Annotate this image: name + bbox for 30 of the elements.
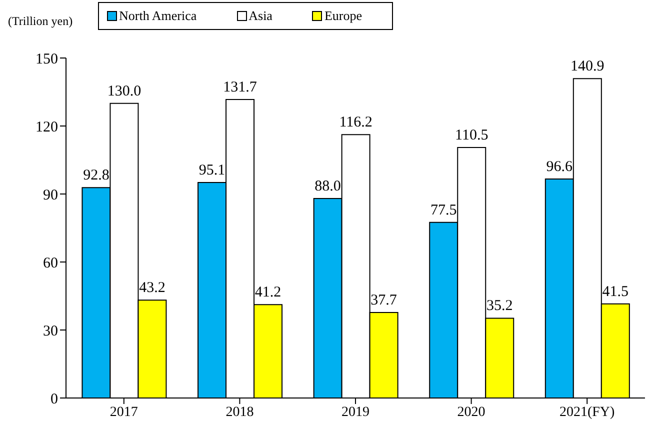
x-tick-label: 2018: [226, 404, 254, 420]
data-label: 131.7: [223, 79, 258, 96]
y-tick-label: 30: [43, 323, 58, 340]
legend-label: Europe: [323, 8, 362, 24]
data-label: 37.7: [370, 292, 398, 309]
y-tick-label: 90: [43, 187, 58, 204]
data-label: 130.0: [107, 83, 142, 100]
y-axis-title: (Trillion yen): [8, 14, 73, 29]
y-tick-label: 0: [50, 391, 58, 408]
y-tick-label: 60: [43, 255, 58, 272]
data-label: 95.1: [198, 162, 226, 178]
data-label: 35.2: [486, 298, 513, 314]
data-label: 88.0: [314, 178, 341, 195]
data-label: 116.2: [339, 114, 372, 131]
data-label: 92.8: [83, 168, 110, 184]
data-label: 41.2: [254, 284, 282, 301]
data-label: 96.6: [546, 159, 574, 176]
legend-label: North America: [118, 8, 197, 24]
x-tick-label: 2021(FY): [559, 404, 616, 420]
x-tick-label: 2017: [110, 404, 138, 420]
data-label: 43.2: [139, 280, 166, 296]
x-tick-label: 2020: [457, 404, 486, 420]
x-tick-label: 2019: [342, 404, 370, 420]
data-label: 77.5: [430, 202, 457, 218]
legend-label: Asia: [248, 8, 272, 24]
y-tick-label: 150: [36, 51, 58, 68]
data-label: 110.5: [455, 128, 488, 144]
y-tick-label: 120: [36, 119, 58, 136]
data-label: 140.9: [570, 58, 604, 75]
data-label: 41.5: [602, 284, 629, 300]
